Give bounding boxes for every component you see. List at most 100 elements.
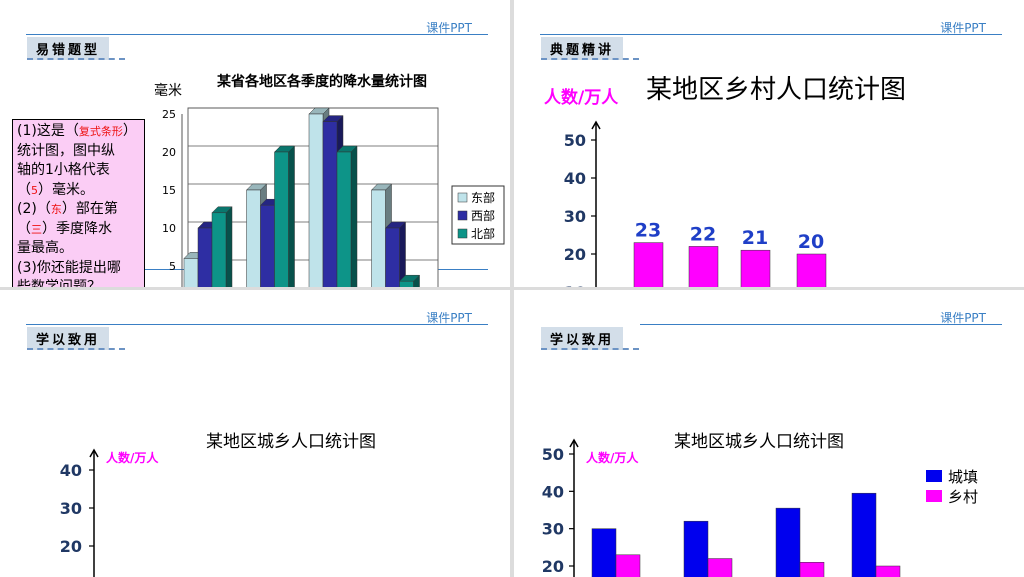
section-tag: 易错题型 — [27, 37, 110, 60]
bar — [799, 562, 825, 577]
chart-title: 某地区城乡人口统计图 — [674, 432, 844, 452]
chart-title: 某地区乡村人口统计图 — [646, 75, 906, 105]
y-axis-arrow — [591, 120, 601, 130]
y-unit-label: 人数/万人 — [586, 450, 639, 465]
brand-label: 课件PPT — [940, 21, 986, 35]
y-axis-arrow — [569, 438, 579, 448]
legend-swatch — [926, 490, 942, 502]
chart-title: 某地区城乡人口统计图 — [206, 432, 376, 452]
answer-text: 复式条形 — [78, 125, 123, 138]
y-tick-label: 40 — [60, 461, 82, 480]
legend-label: 东部 — [471, 190, 495, 205]
bar — [211, 212, 227, 287]
bar — [775, 507, 801, 577]
question-line: （三）季度降水 — [17, 220, 112, 237]
y-unit-label: 毫米 — [154, 82, 182, 99]
bar — [274, 151, 289, 287]
legend-label: 城填 — [948, 468, 978, 486]
legend-label: 乡村 — [948, 488, 978, 506]
question-line: 统计图，图中纵 — [17, 142, 115, 159]
bar — [740, 249, 771, 287]
answer-text: 5 — [31, 183, 38, 197]
bar-side — [225, 206, 233, 287]
legend-label: 西部 — [471, 208, 495, 223]
y-tick-label: 20 — [542, 557, 564, 576]
bar — [875, 565, 901, 577]
data-label: 20 — [798, 231, 824, 253]
header-rule — [540, 34, 1002, 35]
bar — [688, 246, 719, 287]
rainfall-chart: 某省各地区各季度的降水量统计图 毫米 时间 0510152025第一季度第二季度… — [154, 73, 505, 287]
bar — [399, 280, 414, 287]
slide-2[interactable]: 课件PPT 典题精讲 某地区乡村人口统计图 人数/万人 年份 010203040… — [514, 0, 1024, 287]
data-label: 22 — [690, 223, 716, 245]
bar — [796, 253, 827, 287]
bar — [308, 113, 324, 287]
slide-3[interactable]: 课件PPT 学以致用 某地区城乡人口统计图 人数/万人 20 30 40 — [0, 290, 510, 577]
chart-title: 某省各地区各季度的降水量统计图 — [217, 73, 427, 90]
bar — [197, 227, 213, 287]
legend-swatch — [457, 210, 468, 221]
y-tick-label: 30 — [60, 499, 82, 518]
tag-underline — [27, 58, 125, 60]
question-line: 量最高。 — [17, 240, 73, 256]
answer-text: 东 — [50, 203, 62, 216]
tag-underline — [541, 58, 639, 60]
bar — [385, 227, 400, 287]
y-tick-label: 5 — [169, 260, 176, 273]
rural-population-chart: 某地区乡村人口统计图 人数/万人 年份 01020304050231985221… — [544, 75, 906, 287]
brand-label: 课件PPT — [940, 311, 986, 325]
question-box: (1)这是（复式条形） 统计图，图中纵 轴的1小格代表 （5）毫米。 (2)（东… — [12, 119, 145, 287]
y-tick-label: 20 — [60, 537, 82, 556]
bar — [260, 204, 275, 287]
slide-4[interactable]: 课件PPT 学以致用 某地区城乡人口统计图 人数/万人 20 30 40 50 城填 乡村 — [514, 290, 1024, 577]
urban-rural-chart-empty: 某地区城乡人口统计图 人数/万人 20 30 40 — [60, 432, 376, 577]
y-tick-label: 40 — [542, 482, 564, 501]
y-unit-label: 人数/万人 — [544, 87, 619, 108]
header-rule — [26, 34, 488, 35]
legend-swatch — [926, 470, 942, 482]
legend-swatch — [457, 192, 468, 203]
slide-1[interactable]: 课件PPT 易错题型 (1)这是（复式条形） 统计图，图中纵 轴的1小格代表 （… — [0, 0, 510, 287]
question-line: 轴的1小格代表 — [17, 162, 110, 178]
section-tag: 学以致用 — [541, 327, 624, 350]
y-tick-label: 50 — [564, 131, 586, 150]
brand-label: 课件PPT — [426, 21, 472, 35]
bar-side — [350, 145, 358, 287]
data-label: 21 — [742, 227, 768, 249]
question-line: (1)这是（复式条形） — [17, 123, 137, 139]
bar — [633, 242, 664, 287]
y-tick-label: 20 — [162, 146, 176, 159]
y-tick-label: 20 — [564, 245, 586, 264]
tag-underline — [27, 348, 125, 350]
y-tick-label: 10 — [564, 283, 586, 287]
header-rule — [26, 324, 488, 325]
question-line: 些数学问题？ — [17, 279, 101, 287]
bar — [246, 189, 261, 287]
section-tag: 学以致用 — [27, 327, 110, 350]
bar — [371, 189, 386, 287]
y-tick-label: 30 — [564, 207, 586, 226]
y-tick-label: 50 — [542, 445, 564, 464]
bar — [336, 151, 352, 287]
bar — [183, 258, 199, 287]
question-line: （5）毫米。 — [17, 181, 94, 198]
bar — [322, 121, 338, 287]
bar-side — [288, 145, 295, 287]
tag-underline — [541, 348, 639, 350]
y-tick-label: 25 — [162, 108, 176, 121]
brand-label: 课件PPT — [426, 311, 472, 325]
bar — [591, 528, 617, 577]
legend-label: 北部 — [471, 226, 495, 241]
section-tag: 典题精讲 — [541, 37, 624, 60]
header-rule — [640, 324, 1002, 325]
bar — [851, 492, 877, 577]
data-label: 23 — [635, 220, 661, 242]
y-unit-label: 人数/万人 — [106, 450, 159, 465]
bar — [683, 520, 709, 577]
y-axis-arrow — [89, 448, 99, 458]
y-tick-label: 40 — [564, 169, 586, 188]
answer-text: 三 — [31, 222, 42, 236]
question-line: (2)（东）部在第 — [17, 201, 118, 217]
